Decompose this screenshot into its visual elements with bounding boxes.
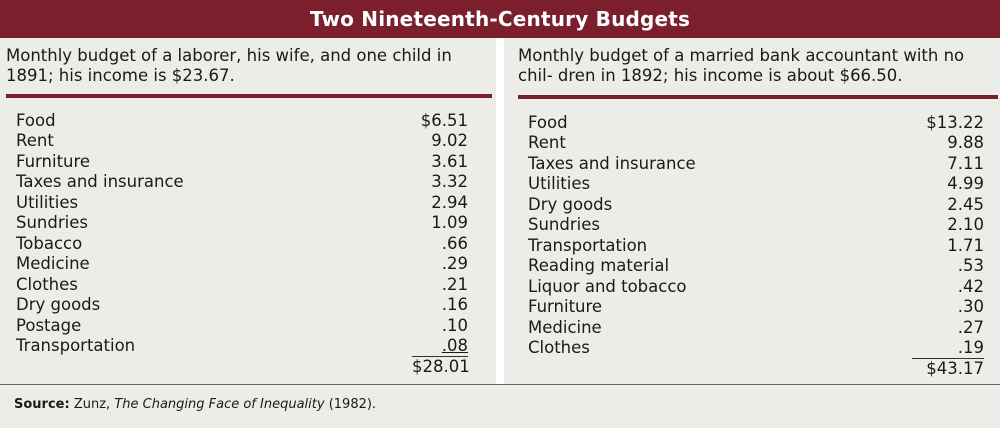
accountant-item-label: Clothes [528,338,590,358]
accountant-item-amount: .27 [957,317,984,337]
accountant-total-row: $43.17 [528,358,984,378]
accountant-row: Transportation 1.71 [528,235,984,256]
laborer-item-amount: .29 [441,254,468,274]
laborer-item-label: Dry goods [16,295,101,315]
laborer-row: Clothes .21 [16,274,468,295]
accountant-row: Reading material .53 [528,256,984,277]
laborer-budget-panel: Monthly budget of a laborer, his wife, a… [0,38,496,384]
laborer-item-label: Transportation [16,336,136,356]
laborer-item-amount: .10 [441,315,468,335]
accountant-item-label: Transportation [528,235,648,255]
accountant-item-label: Liquor and tobacco [528,276,687,296]
accountant-rows: Food $13.22 Rent 9.88 Taxes and insurance 7.1… [528,112,984,358]
accountant-item-label: Medicine [528,317,602,337]
accountant-item-label: Sundries [528,215,600,235]
source-work: The Changing Face of Inequality [114,397,325,412]
accountant-row: Liquor and tobacco .42 [528,276,984,297]
laborer-item-amount: .16 [441,295,468,315]
accountant-item-amount: $13.22 [926,112,984,132]
source-author: Zunz, [73,397,111,412]
accountant-row: Furniture .30 [528,297,984,318]
laborer-row: Postage .10 [16,315,468,336]
accountant-total: $43.17 [912,358,984,378]
accountant-item-amount: 9.88 [947,133,984,153]
laborer-budget-table: Food $6.51 Rent 9.02 Furniture 3.61 Taxes and … [16,110,470,376]
accountant-row: Dry goods 2.45 [528,194,984,215]
laborer-row: Tobacco .66 [16,233,468,254]
accountant-description: Monthly budget of a married bank account… [518,46,965,85]
laborer-row: Furniture 3.61 [16,151,468,172]
laborer-rows: Food $6.51 Rent 9.02 Furniture 3.61 Taxes and … [16,110,468,356]
laborer-item-amount: 3.32 [431,172,468,192]
laborer-item-amount: 9.02 [431,131,468,151]
laborer-item-label: Medicine [16,254,90,274]
laborer-total-row: $28.01 [16,356,470,376]
accountant-header-rule [518,95,998,99]
laborer-description: Monthly budget of a laborer, his wife, a… [6,46,452,85]
laborer-row: Taxes and insurance 3.32 [16,172,468,193]
source-note: Source: Zunz, The Changing Face of Inequ… [14,397,376,412]
laborer-row: Rent 9.02 [16,131,468,152]
accountant-row: Medicine .27 [528,317,984,338]
accountant-item-label: Food [528,112,568,132]
panel-divider [496,38,504,384]
laborer-row: Food $6.51 [16,110,468,131]
accountant-row: Utilities 4.99 [528,174,984,195]
laborer-row: Medicine .29 [16,254,468,275]
laborer-item-label: Tobacco [16,233,83,253]
accountant-item-label: Reading material [528,256,670,276]
laborer-item-amount: 2.94 [431,192,468,212]
laborer-item-label: Postage [16,315,82,335]
accountant-item-label: Dry goods [528,194,613,214]
accountant-item-amount: 1.71 [947,235,984,255]
accountant-item-amount: .42 [957,276,984,296]
accountant-item-amount: 2.45 [947,194,984,214]
accountant-row: Taxes and insurance 7.11 [528,153,984,174]
accountant-item-amount: .19 [957,338,984,358]
laborer-item-label: Rent [16,131,54,151]
title-text: Two Nineteenth-Century Budgets [309,7,691,31]
source-label: Source: [14,397,70,412]
laborer-row: Sundries 1.09 [16,213,468,234]
laborer-item-label: Utilities [16,192,79,212]
laborer-item-amount: .08 [441,336,468,356]
accountant-item-amount: .53 [957,256,984,276]
laborer-item-amount: 3.61 [431,151,468,171]
accountant-row: Clothes .19 [528,338,984,359]
laborer-item-amount: $6.51 [420,110,468,130]
accountant-item-amount: 2.10 [947,215,984,235]
laborer-row: Utilities 2.94 [16,192,468,213]
laborer-row: Transportation .08 [16,336,468,357]
laborer-header-rule [6,94,492,98]
accountant-row: Food $13.22 [528,112,984,133]
laborer-item-amount: .21 [441,274,468,294]
laborer-item-label: Furniture [16,151,91,171]
accountant-item-label: Taxes and insurance [528,153,696,173]
accountant-row: Rent 9.88 [528,133,984,154]
laborer-row: Dry goods .16 [16,295,468,316]
source-year: (1982). [328,397,377,412]
accountant-item-amount: 4.99 [947,174,984,194]
laborer-total: $28.01 [412,356,470,376]
accountant-budget-panel: Monthly budget of a married bank account… [504,38,1000,384]
accountant-row: Sundries 2.10 [528,215,984,236]
laborer-item-amount: .66 [441,233,468,253]
laborer-item-label: Sundries [16,213,88,233]
laborer-item-label: Clothes [16,274,78,294]
laborer-item-amount: 1.09 [431,213,468,233]
footer-rule [0,384,1000,385]
accountant-item-amount: .30 [957,297,984,317]
accountant-budget-table: Food $13.22 Rent 9.88 Taxes and insurance 7.1… [528,112,984,378]
laborer-item-label: Taxes and insurance [16,172,184,192]
accountant-item-label: Utilities [528,174,591,194]
page-title: Two Nineteenth-Century Budgets [0,0,1000,38]
accountant-item-label: Furniture [528,297,603,317]
laborer-item-label: Food [16,110,56,130]
accountant-item-amount: 7.11 [947,153,984,173]
accountant-item-label: Rent [528,133,566,153]
